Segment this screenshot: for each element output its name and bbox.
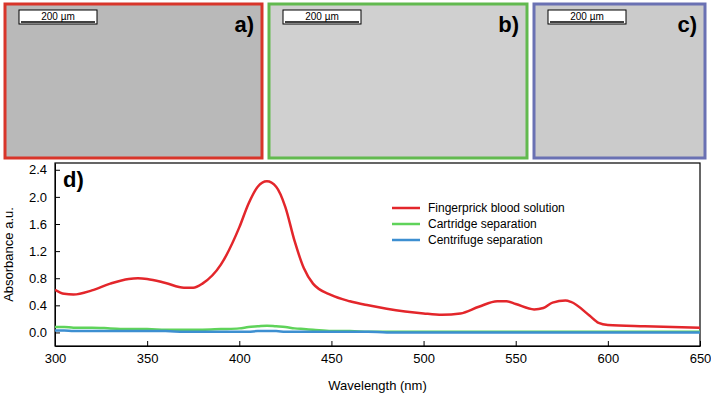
series-line xyxy=(55,326,700,332)
micrograph-panel: 200 µm c) xyxy=(534,4,705,158)
legend-swatch xyxy=(392,207,420,210)
y-tick-mark xyxy=(55,170,60,171)
legend-swatch xyxy=(392,239,420,242)
y-axis-title: Absorbance a.u. xyxy=(1,207,16,302)
x-tick-mark xyxy=(147,341,148,346)
x-tick-mark xyxy=(239,341,240,346)
x-tick-label: 600 xyxy=(598,351,620,366)
x-tick: 450 xyxy=(321,341,343,366)
y-tick-label: 1.2 xyxy=(29,244,47,259)
y-axis-line xyxy=(55,164,56,347)
x-tick: 550 xyxy=(505,341,527,366)
y-tick-mark xyxy=(55,278,60,279)
y-tick-mark xyxy=(55,197,60,198)
plot-frame xyxy=(55,163,700,346)
x-tick: 650 xyxy=(690,341,711,366)
y-tick-label: 1.6 xyxy=(29,217,47,232)
micrograph xyxy=(5,4,262,158)
x-tick: 600 xyxy=(598,341,620,366)
x-tick-mark xyxy=(608,341,609,346)
x-axis-line xyxy=(56,346,701,347)
scale-bar-box xyxy=(283,10,361,24)
micrograph-panel: 200 µm b) xyxy=(269,4,527,158)
micrograph-panel: 200 µm a) xyxy=(5,4,262,158)
y-tick: 0.4 xyxy=(29,298,60,313)
y-tick-label: 2.0 xyxy=(29,190,47,205)
x-tick-label: 350 xyxy=(137,351,159,366)
x-axis-title: Wavelength (nm) xyxy=(328,378,427,393)
x-tick: 400 xyxy=(229,341,251,366)
legend: Fingerprick blood solution Cartridge sepa… xyxy=(392,201,565,247)
x-tick: 500 xyxy=(413,341,435,366)
x-tick: 350 xyxy=(137,341,159,366)
panel-label: a) xyxy=(234,12,254,37)
x-tick-label: 650 xyxy=(690,351,711,366)
y-tick-label: 0.8 xyxy=(29,271,47,286)
x-tick-label: 550 xyxy=(505,351,527,366)
micrograph xyxy=(534,4,705,158)
scale-bar-label: 200 µm xyxy=(570,11,604,22)
scale-bar-label: 200 µm xyxy=(41,11,75,22)
series-line xyxy=(55,181,700,327)
legend-label: Cartridge separation xyxy=(428,217,537,231)
panel-label: d) xyxy=(63,167,84,192)
x-tick-label: 450 xyxy=(321,351,343,366)
x-tick-mark xyxy=(700,341,701,346)
y-tick-mark xyxy=(55,251,60,252)
y-tick-mark xyxy=(55,332,60,333)
figure: 200 µm a) 200 µm b) 200 µm c) 300 350 400 450 500 5… xyxy=(0,0,711,397)
plot-lines xyxy=(55,181,700,332)
x-tick-label: 300 xyxy=(45,351,67,366)
y-tick: 1.2 xyxy=(29,244,60,259)
scale-bar-box xyxy=(19,10,97,24)
y-tick-mark xyxy=(55,305,60,306)
x-tick-label: 500 xyxy=(413,351,435,366)
legend-label: Fingerprick blood solution xyxy=(428,201,565,215)
scale-bar-box xyxy=(548,10,626,24)
y-tick-mark xyxy=(55,224,60,225)
x-tick-mark xyxy=(516,341,517,346)
x-tick-label: 400 xyxy=(229,351,251,366)
y-tick: 2.4 xyxy=(29,162,60,177)
panel-label: b) xyxy=(498,12,519,37)
x-tick-mark xyxy=(331,341,332,346)
y-axis: 0.0 0.4 0.8 1.2 1.6 2.0 2.4 xyxy=(29,162,60,346)
y-tick: 0.8 xyxy=(29,271,60,286)
legend-swatch xyxy=(392,223,420,226)
x-tick-mark xyxy=(424,341,425,346)
y-tick: 2.0 xyxy=(29,190,60,205)
y-tick-label: 0.0 xyxy=(29,325,47,340)
y-tick: 1.6 xyxy=(29,217,60,232)
legend-label: Centrifuge separation xyxy=(428,233,543,247)
micrograph xyxy=(269,4,527,158)
panel-label: c) xyxy=(677,12,697,37)
y-tick-label: 2.4 xyxy=(29,162,47,177)
scale-bar-label: 200 µm xyxy=(305,11,339,22)
x-axis: 300 350 400 450 500 550 600 650 xyxy=(45,341,711,366)
y-tick-label: 0.4 xyxy=(29,298,47,313)
series-line xyxy=(55,330,700,332)
